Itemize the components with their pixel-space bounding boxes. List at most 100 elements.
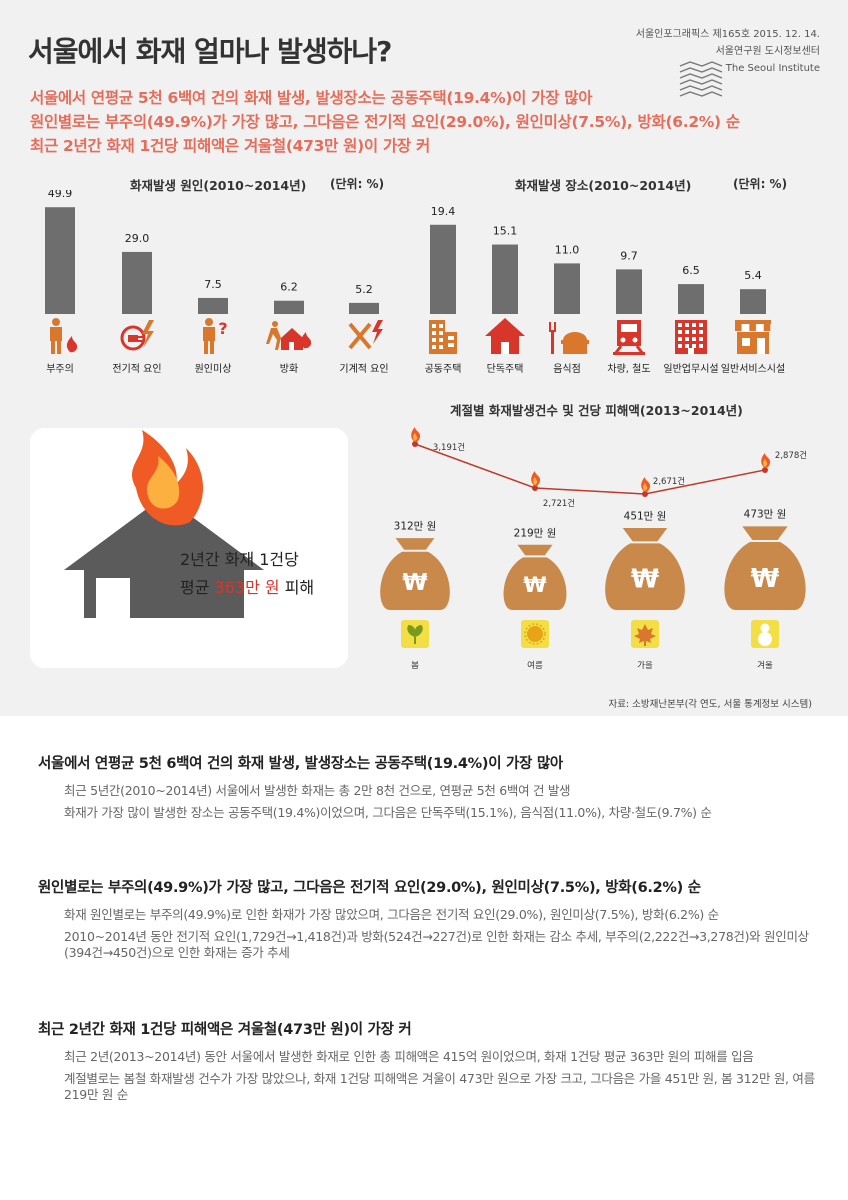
svg-text:?: ? [218, 319, 227, 338]
publication-info: 서울인포그래픽스 제165호 2015. 12. 14. 서울연구원 도시정보센… [636, 26, 820, 77]
institute-korean: 서울연구원 도시정보센터 [715, 46, 820, 57]
category-label: 기계적 요인 [339, 363, 388, 375]
bar [430, 224, 456, 314]
fire-count-point [762, 467, 768, 473]
flame-icon [641, 477, 651, 492]
house-icon [485, 318, 525, 354]
bar [678, 284, 704, 314]
bar-value-label: 15.1 [493, 225, 518, 238]
won-symbol: ₩ [631, 564, 659, 594]
section-heading: 서울에서 연평균 5천 6백여 건의 화재 발생, 발생장소는 공동주택(19.… [38, 756, 563, 772]
damage-label: 451만 원 [624, 510, 667, 522]
cause-chart-unit: (단위: %) [330, 177, 385, 191]
seasonal-chart-title: 계절별 화재발생건수 및 건당 피해액(2013~2014년) [450, 403, 743, 418]
money-bag-icon [605, 527, 685, 610]
place-bar-chart: 19.4 공동주택 15.1 단독주택 11.0 음식점 9.7 차량, 철도 6.5 일반업무시… [425, 205, 786, 375]
house-card-suffix: 피해 [279, 578, 315, 597]
money-bag-icon [380, 538, 450, 610]
fire-count-point [532, 485, 538, 491]
won-symbol: ₩ [402, 570, 427, 596]
restaurant-icon [549, 322, 589, 354]
cause-chart-title: 화재발생 원인(2010~2014년) [130, 178, 307, 193]
money-bag-icon [724, 526, 806, 610]
fire-count-label: 2,671건 [653, 476, 685, 487]
won-symbol: ₩ [523, 572, 546, 597]
bar-value-label: 7.5 [204, 278, 222, 291]
category-label: 단독주택 [487, 363, 524, 375]
tools-lightning-icon [348, 320, 383, 350]
institute-english: The Seoul Institute [725, 63, 820, 74]
season-label: 가을 [637, 661, 653, 671]
apartment-icon [429, 320, 457, 354]
bar-value-label: 29.0 [125, 232, 150, 245]
won-symbol: ₩ [751, 564, 780, 594]
bar-value-label: 49.9 [48, 190, 73, 200]
summary-line: 원인별로는 부주의(49.9%)가 가장 많고, 그다음은 전기적 요인(29.… [30, 113, 740, 131]
section-paragraph: 최근 5년간(2010~2014년) 서울에서 발생한 화재는 총 2만 8천 … [64, 783, 571, 798]
section-paragraph: 계절별로는 봄철 화재발생 건수가 가장 많았으나, 화재 1건당 피해액은 겨… [64, 1071, 815, 1102]
text-section: 최근 2년간 화재 1건당 피해액은 겨울철(473만 원)이 가장 커 최근 … [38, 1018, 818, 1103]
section-heading: 최근 2년간 화재 1건당 피해액은 겨울철(473만 원)이 가장 커 [38, 1022, 412, 1038]
text-section: 원인별로는 부주의(49.9%)가 가장 많고, 그다음은 전기적 요인(29.… [38, 876, 818, 961]
category-label: 공동주택 [425, 363, 462, 375]
season-label: 봄 [411, 661, 419, 671]
burning-house-icon [64, 430, 264, 618]
bar-value-label: 9.7 [620, 249, 638, 262]
bar [554, 263, 580, 314]
flame-icon [761, 453, 771, 468]
category-label: 전기적 요인 [112, 363, 161, 375]
person-fire-icon [50, 318, 78, 354]
bar-value-label: 5.2 [355, 283, 373, 296]
season-label: 겨울 [757, 661, 773, 671]
fire-count-label: 3,191건 [433, 442, 465, 453]
damage-label: 219만 원 [514, 528, 557, 540]
sprout-icon [401, 620, 429, 648]
money-bag-icon [503, 544, 567, 610]
bar-value-label: 11.0 [555, 243, 580, 256]
person-question-icon: ? [203, 318, 228, 354]
category-label: 일반업무시설 [663, 362, 718, 375]
bar [122, 251, 152, 314]
train-icon [613, 320, 645, 355]
bar [198, 297, 228, 314]
category-label: 방화 [280, 363, 298, 375]
summary-line: 서울에서 연평균 5천 6백여 건의 화재 발생, 발생장소는 공동주택(19.… [30, 89, 593, 107]
house-card-prefix: 평균 [180, 578, 215, 597]
place-chart-title: 화재발생 장소(2010~2014년) [515, 178, 692, 193]
bar [274, 300, 304, 314]
season-label: 여름 [527, 660, 543, 671]
plug-lightning-icon [120, 320, 154, 351]
snowman-icon [751, 620, 779, 648]
category-label: 일반서비스시설 [721, 363, 785, 375]
category-label: 차량, 철도 [607, 363, 650, 375]
maple-leaf-icon [631, 620, 659, 648]
bar [740, 289, 766, 314]
category-label: 원인미상 [195, 363, 232, 375]
category-label: 음식점 [553, 363, 581, 375]
shop-icon [735, 320, 771, 354]
seasonal-chart: 3,191건 2,721건 2,671건 2,878건 ₩312만 원봄 ₩219만 원여… [380, 427, 807, 671]
fire-count-line [414, 443, 766, 495]
data-source: 자료: 소방재난본부(각 연도, 서울 통계정보 시스템) [608, 699, 812, 710]
summary-line: 최근 2년간 화재 1건당 피해액은 겨울철(473만 원)이 가장 커 [30, 137, 430, 155]
place-chart-unit: (단위: %) [733, 177, 788, 191]
sun-icon [521, 620, 549, 648]
arson-house-icon [266, 321, 312, 350]
page-title: 서울에서 화재 얼마나 발생하나? [28, 35, 392, 68]
section-paragraph: 최근 2년(2013~2014년) 동안 서울에서 발생한 화재로 인한 총 피… [64, 1049, 754, 1064]
fire-count-point [642, 491, 648, 497]
bar-value-label: 6.5 [682, 264, 700, 277]
bar [492, 244, 518, 314]
bar [45, 207, 75, 314]
house-card-line2: 평균 363만 원 피해 [180, 574, 314, 598]
summary: 서울에서 연평균 5천 6백여 건의 화재 발생, 발생장소는 공동주택(19.… [30, 86, 740, 158]
bar [616, 269, 642, 314]
bar-value-label: 19.4 [431, 205, 456, 218]
category-label: 부주의 [46, 363, 74, 375]
fire-count-point [412, 441, 418, 447]
damage-label: 312만 원 [394, 521, 437, 533]
flame-icon [411, 427, 421, 442]
section-paragraph: 2010~2014년 동안 전기적 요인(1,729건→1,418건)과 방화(… [64, 929, 809, 960]
bar-value-label: 6.2 [280, 281, 298, 294]
flame-icon [531, 471, 541, 486]
